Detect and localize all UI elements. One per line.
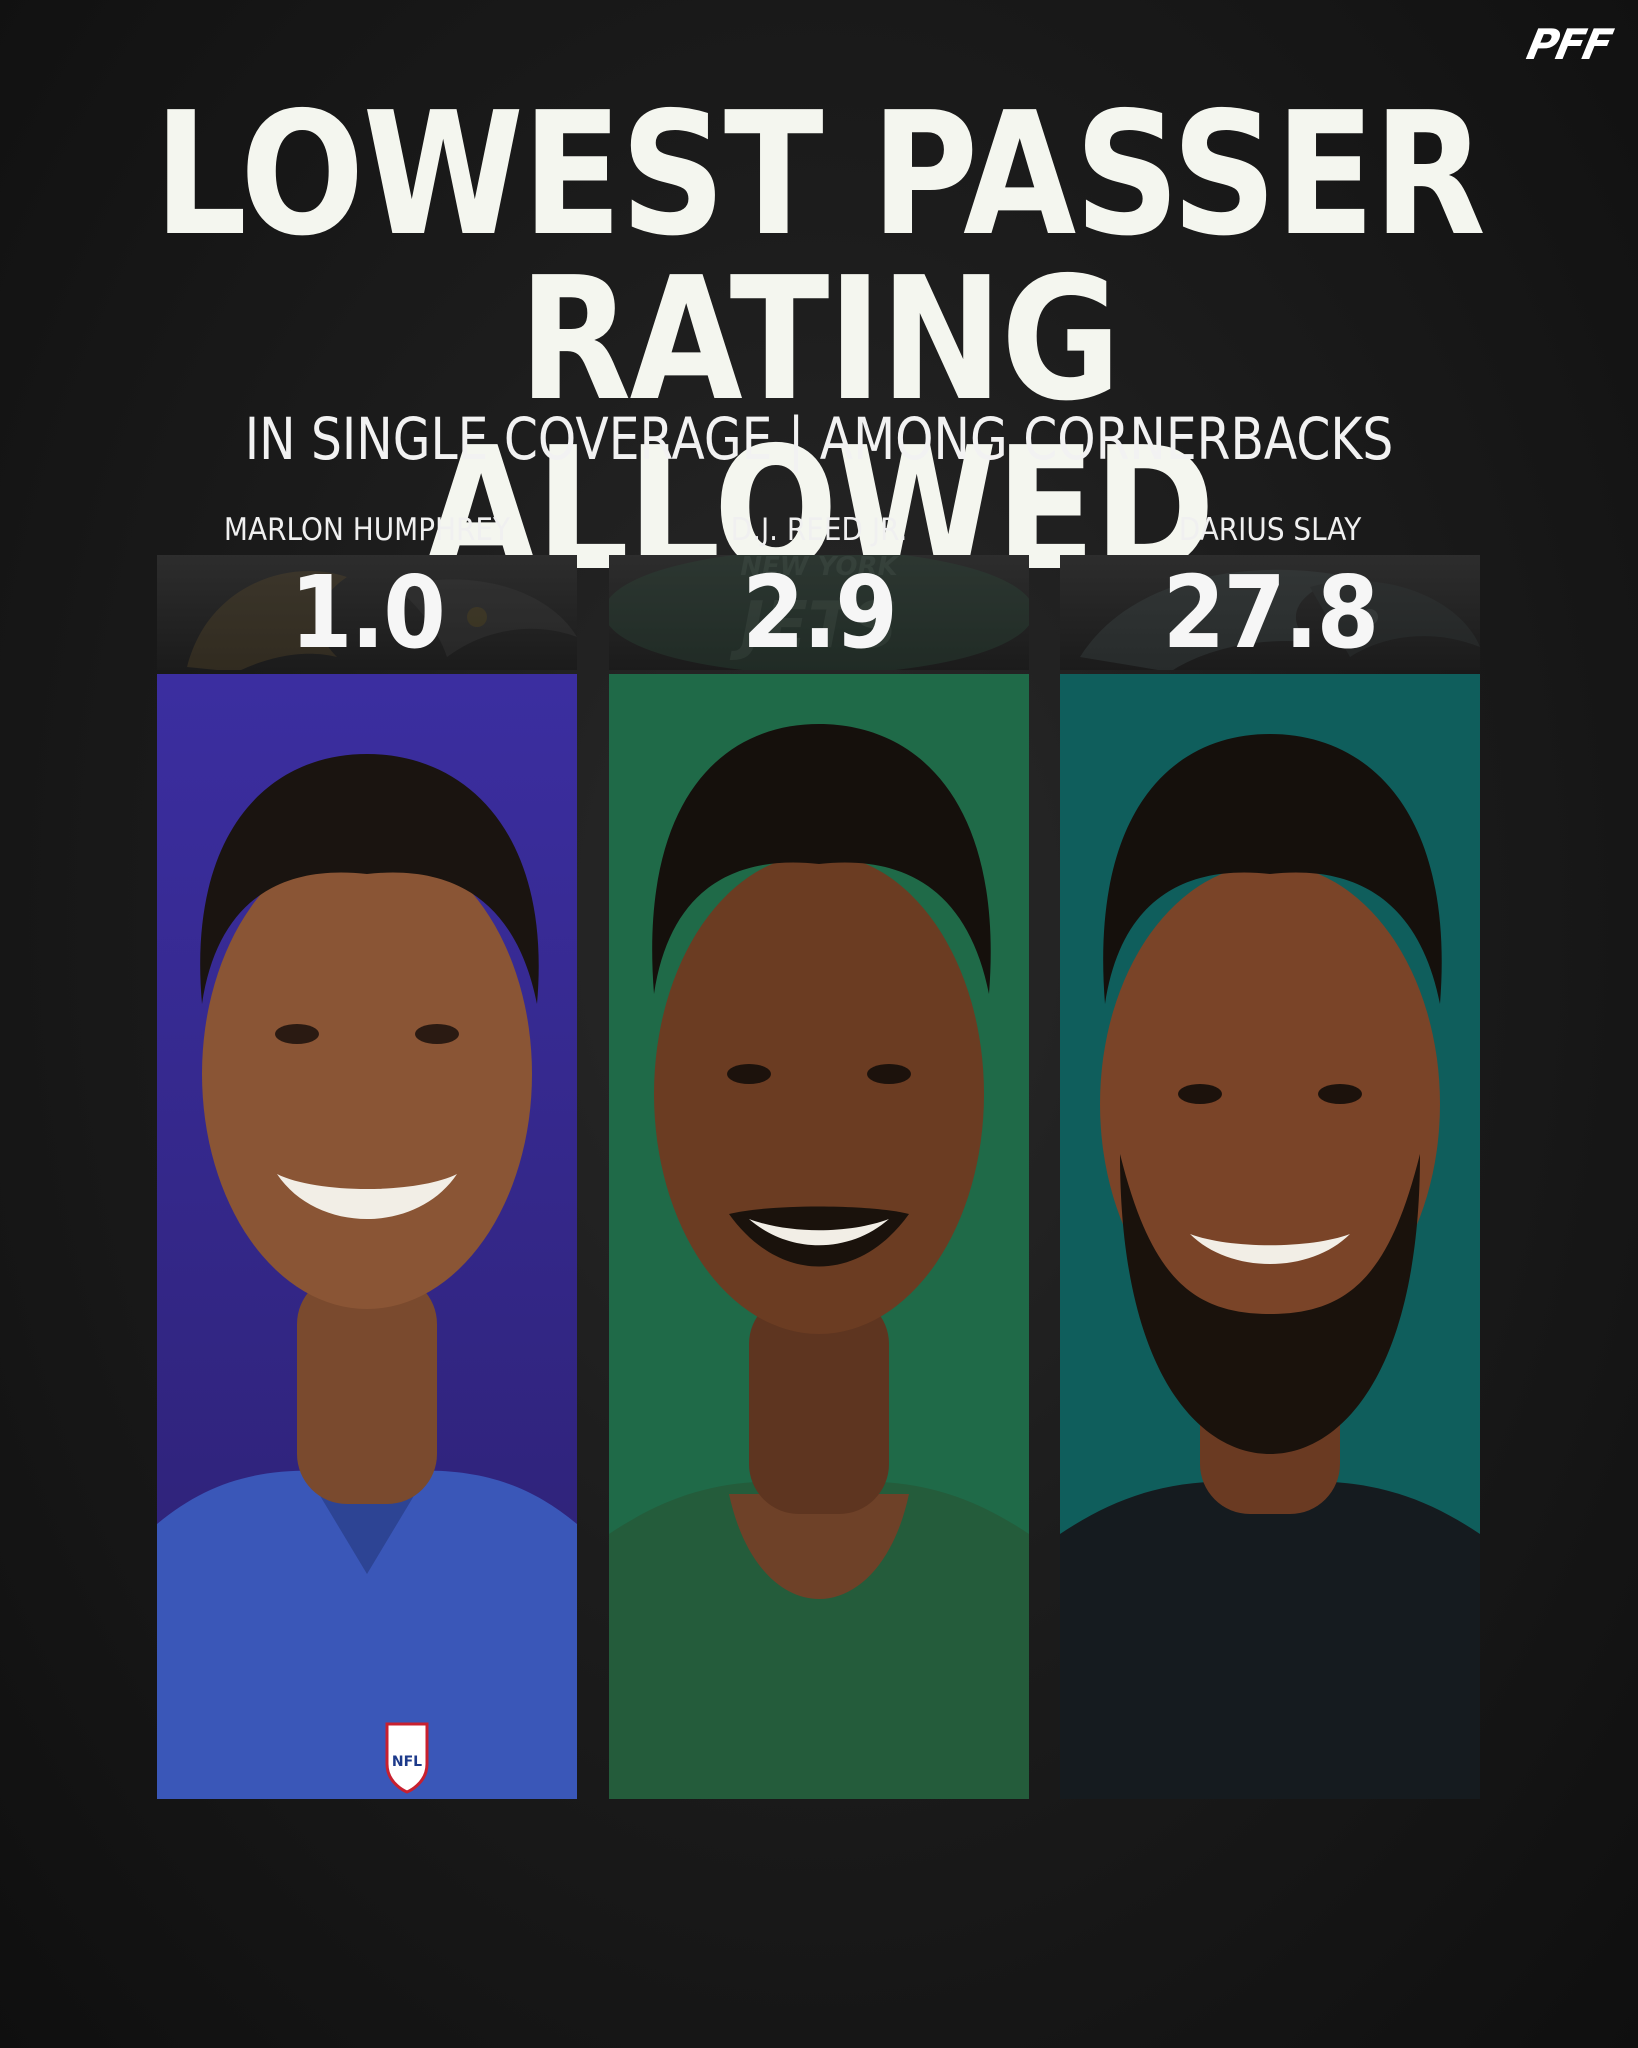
player-name: D.J. REED JR. [730,512,908,548]
pff-logo: PFF [1522,20,1616,69]
jets-logo-watermark: NEW YORK JETS [609,555,1029,670]
player-card-reed: D.J. REED JR. NEW YORK JETS 2.9 [609,505,1029,1799]
rating-box: 27.8 [1060,555,1480,670]
nfl-shield-icon: NFL [385,1722,429,1794]
player-portrait-image: NFL [157,674,577,1799]
player-portrait-image [609,674,1029,1799]
player-name: MARLON HUMPHREY [223,512,511,548]
ravens-logo-watermark [187,571,577,670]
rating-box: 1.0 [157,555,577,670]
player-photo: NFL [157,674,577,1799]
eagles-logo-watermark [1080,569,1480,670]
svg-text:NFL: NFL [392,1754,422,1770]
player-photo [609,674,1029,1799]
svg-text:NEW YORK: NEW YORK [740,555,899,582]
page-subtitle: IN SINGLE COVERAGE | AMONG CORNERBACKS [244,405,1394,473]
page-title-line-1: LOWEST PASSER [153,76,1486,274]
rating-value: 1.0 [289,555,446,670]
player-name: DARIUS SLAY [1178,512,1362,548]
player-photo [1060,674,1480,1799]
rating-value: 27.8 [1162,555,1380,670]
rating-value: 2.9 [741,555,898,670]
player-card-slay: DARIUS SLAY 27.8 [1060,505,1480,1799]
player-portrait-image [1060,674,1480,1799]
player-card-humphrey: MARLON HUMPHREY 1.0 N [157,505,577,1799]
rating-box: NEW YORK JETS 2.9 [609,555,1029,670]
svg-text:JETS: JETS [729,589,897,663]
